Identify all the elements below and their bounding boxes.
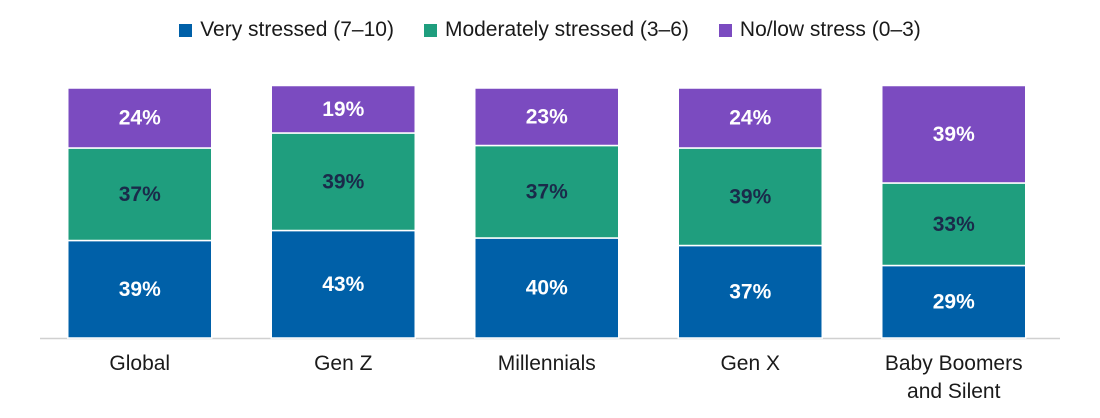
bar-segment (67, 87, 213, 149)
legend-label: No/low stress (0–3) (739, 18, 921, 41)
legend-swatch (718, 23, 732, 37)
bar-segment (67, 147, 213, 242)
bar-segment (677, 244, 823, 339)
legend: Very stressed (7–10) Moderately stressed … (0, 18, 1100, 42)
bar-segment (881, 84, 1027, 184)
data-label: 37% (526, 180, 568, 203)
bar-segment (474, 87, 620, 147)
legend-item: Moderately stressed (3–6) (423, 18, 689, 42)
data-label: 19% (322, 98, 364, 121)
bar-segment (881, 264, 1027, 339)
data-label: 43% (322, 273, 364, 296)
bar-segment (474, 144, 620, 239)
x-tick-label: Gen X (720, 352, 781, 375)
legend-item: No/low stress (0–3) (718, 18, 921, 42)
bar-segment (881, 182, 1027, 267)
legend-label: Moderately stressed (3–6) (444, 18, 689, 41)
x-tick-label: Baby Boomers and Silent (884, 352, 1023, 403)
x-tick-label: Global (109, 352, 171, 375)
data-label: 39% (119, 278, 161, 301)
legend-item: Very stressed (7–10) (179, 18, 394, 42)
data-label: 39% (322, 170, 364, 193)
data-label: 40% (526, 277, 568, 300)
bar-segment (474, 237, 620, 339)
data-label: 39% (729, 185, 771, 208)
data-label: 39% (933, 123, 975, 146)
bar-segment (270, 84, 416, 134)
data-label: 29% (933, 290, 975, 313)
bar-segment (677, 147, 823, 247)
legend-label: Very stressed (7–10) (200, 18, 394, 41)
legend-swatch (423, 23, 437, 37)
data-label: 37% (729, 280, 771, 303)
bar-segment (67, 239, 213, 339)
data-label: 24% (119, 107, 161, 130)
x-tick-label: Millennials (497, 352, 596, 375)
data-label: 24% (729, 107, 771, 130)
data-label: 33% (933, 213, 975, 236)
bar-segment (677, 87, 823, 149)
legend-swatch (179, 23, 193, 37)
bar-segment (270, 229, 416, 339)
data-label: 23% (526, 105, 568, 128)
data-label: 37% (119, 183, 161, 206)
x-tick-label: Gen Z (314, 352, 373, 375)
